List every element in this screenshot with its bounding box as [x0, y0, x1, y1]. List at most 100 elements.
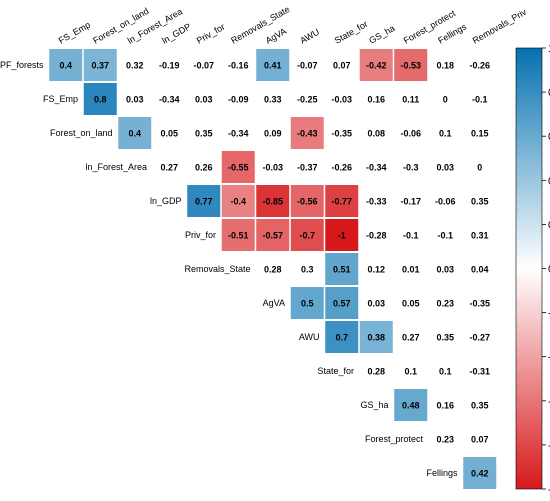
cell-value: -0.34	[228, 129, 249, 139]
cell-value: 0.32	[126, 61, 144, 71]
heatmap-cell	[290, 185, 324, 217]
heatmap-cell	[221, 185, 255, 217]
column-label: Forest_on_land	[91, 6, 150, 46]
heatmap-cell	[325, 185, 359, 217]
cell-value: -0.26	[331, 163, 352, 173]
cell-value: 0.03	[195, 95, 213, 105]
cell-value: 0.4	[128, 129, 141, 139]
heatmap-cell	[221, 219, 255, 251]
column-label: Removals_Priv	[471, 7, 529, 46]
heatmap-cell	[256, 219, 290, 251]
cell-value: 0.01	[402, 265, 420, 275]
heatmap-cell	[325, 253, 359, 285]
heatmap-cell	[359, 49, 393, 81]
row-label: ln_GDP	[150, 196, 182, 206]
cell-value: 0.33	[264, 95, 282, 105]
cell-value: -0.1	[437, 231, 453, 241]
cell-value: 0.35	[195, 129, 213, 139]
cell-value: -0.57	[262, 231, 283, 241]
colorbar-tick-label: -0.2	[548, 308, 550, 320]
cell-value: -0.77	[331, 197, 352, 207]
row-label: Forest_on_land	[50, 128, 113, 138]
cell-value: 0.8	[94, 95, 107, 105]
row-label: FS_Emp	[43, 94, 78, 104]
row-label: Forest_protect	[365, 434, 424, 444]
heatmap-cell	[290, 219, 324, 251]
heatmap-cell	[256, 185, 290, 217]
cell-value: 0.1	[439, 367, 452, 377]
cell-value: 0.03	[436, 163, 454, 173]
cell-value: 0.35	[471, 197, 489, 207]
heatmap-cell	[256, 49, 290, 81]
cell-value: 0.07	[471, 435, 489, 445]
cell-value: 0.5	[301, 299, 314, 309]
heatmap-cell	[463, 457, 497, 489]
row-label: Removals_State	[184, 264, 250, 274]
cell-value: -0.85	[262, 197, 283, 207]
cell-value: -0.3	[403, 163, 419, 173]
cell-value: -0.55	[228, 163, 249, 173]
column-label: FS_Emp	[57, 20, 92, 46]
column-label: GS_ha	[367, 23, 396, 46]
cell-value: 0.16	[367, 95, 385, 105]
cell-value: 0.48	[402, 401, 420, 411]
cell-value: -0.42	[366, 61, 387, 71]
cell-value: 0.57	[333, 299, 351, 309]
colorbar-tick-label: 0.2	[548, 219, 550, 231]
cell-value: 0.31	[471, 231, 489, 241]
row-label: Priv_for	[185, 230, 216, 240]
cell-value: 0.51	[333, 265, 351, 275]
heatmap-cell	[187, 185, 221, 217]
cell-value: 0.15	[471, 129, 489, 139]
cell-value: 0.27	[160, 163, 178, 173]
cell-value: -0.07	[297, 61, 318, 71]
colorbar: 1 0.8 0.6 0.4 0.2 0 -0.2 -0.4 -0.6 -0.8 -1	[515, 43, 550, 496]
cell-value: -0.03	[262, 163, 283, 173]
row-label: PF_forests	[0, 60, 44, 70]
colorbar-tick-label: -0.6	[548, 396, 550, 408]
cell-value: -0.37	[297, 163, 318, 173]
cell-value: 0.42	[471, 469, 489, 479]
heatmap-cells: 0.4 0.37 0.32 -0.19 -0.07 -0.16 0.41 -0.07 0.07 -…	[49, 49, 497, 489]
cell-value: -0.16	[228, 61, 249, 71]
cell-value: 0.23	[436, 435, 454, 445]
cell-value: -0.35	[469, 299, 490, 309]
cell-value: 0.27	[402, 333, 420, 343]
cell-value: 0.3	[301, 265, 314, 275]
cell-value: 0.07	[333, 61, 351, 71]
column-label: AgVA	[264, 26, 288, 46]
heatmap-cell	[118, 117, 152, 149]
cell-value: 0.05	[402, 299, 420, 309]
heatmap-cell	[83, 83, 117, 115]
column-label: Priv_for	[195, 22, 227, 46]
cell-value: 0.09	[264, 129, 282, 139]
column-label: AWU	[298, 27, 321, 46]
heatmap-cell	[221, 151, 255, 183]
row-labels: PF_forests FS_Emp Forest_on_land ln_Forest_…	[0, 60, 458, 478]
cell-value: -0.09	[228, 95, 249, 105]
cell-value: 0.7	[335, 333, 348, 343]
row-label: Fellings	[426, 468, 458, 478]
cell-value: -0.34	[366, 163, 387, 173]
row-label: AgVA	[263, 298, 285, 308]
cell-value: -0.56	[297, 197, 318, 207]
cell-value: 0.16	[436, 401, 454, 411]
cell-value: -1	[338, 231, 346, 241]
cell-value: 0.05	[160, 129, 178, 139]
cell-value: -0.35	[331, 129, 352, 139]
cell-value: -0.25	[297, 95, 318, 105]
row-label: State_for	[317, 366, 354, 376]
row-label: GS_ha	[360, 400, 388, 410]
cell-value: 0	[477, 163, 482, 173]
colorbar-tick-label: -0.8	[548, 440, 550, 452]
heatmap-cell	[394, 389, 428, 421]
heatmap-cell	[290, 287, 324, 319]
cell-value: -0.31	[469, 367, 490, 377]
column-label: Removals_State	[229, 4, 291, 46]
cell-value: -0.34	[159, 95, 180, 105]
colorbar-tick-label: -1	[548, 484, 550, 496]
colorbar-tick-label: 0.8	[548, 87, 550, 99]
column-labels: FS_Emp Forest_on_landln_Forest_Arealn_GDP…	[57, 4, 529, 46]
cell-value: 0.28	[264, 265, 282, 275]
